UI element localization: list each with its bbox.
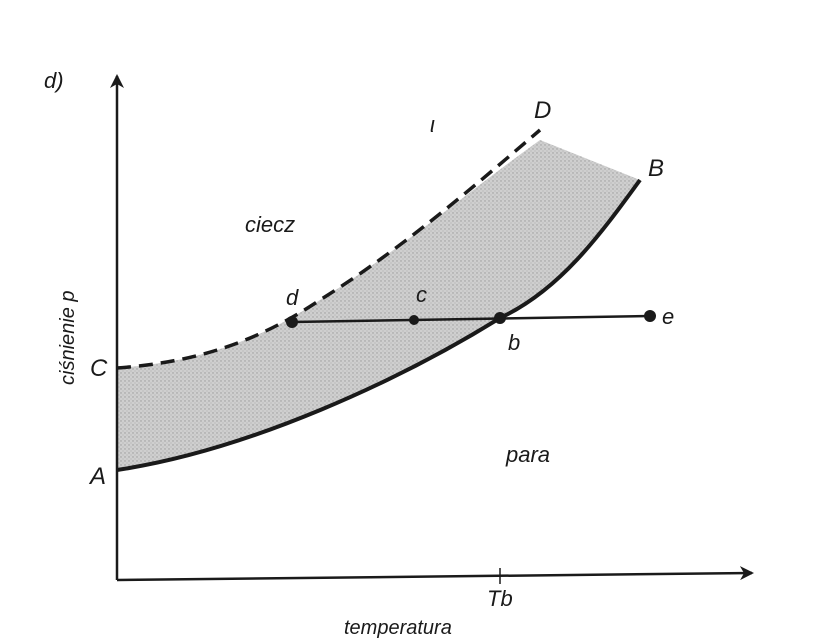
point-label-b: b	[508, 330, 520, 355]
curve-label-c: C	[90, 355, 108, 382]
curve-a-b	[116, 178, 642, 472]
panel-label: d)	[44, 68, 64, 93]
x-axis-title: temperatura	[344, 617, 452, 639]
region-label-liquid: ciecz	[245, 212, 295, 237]
curve-label-a: A	[88, 463, 106, 490]
point-label-c: c	[416, 282, 427, 307]
point-label-d: d	[286, 285, 299, 310]
region-mark: ι	[430, 112, 435, 137]
curve-label-b: B	[648, 155, 664, 182]
point-label-e: e	[662, 304, 674, 329]
point-c	[409, 315, 419, 325]
point-e	[644, 310, 656, 322]
y-axis-title: ciśnienie p	[57, 290, 79, 385]
point-b	[494, 312, 506, 324]
line-d-e	[291, 314, 651, 324]
x-axis	[116, 566, 754, 582]
curve-label-d: D	[534, 97, 551, 124]
two-phase-band	[117, 140, 640, 470]
point-d	[286, 316, 298, 328]
region-label-vapor: para	[505, 442, 550, 467]
curve-c-d	[116, 128, 542, 370]
x-tick-label: Tb	[487, 586, 513, 611]
